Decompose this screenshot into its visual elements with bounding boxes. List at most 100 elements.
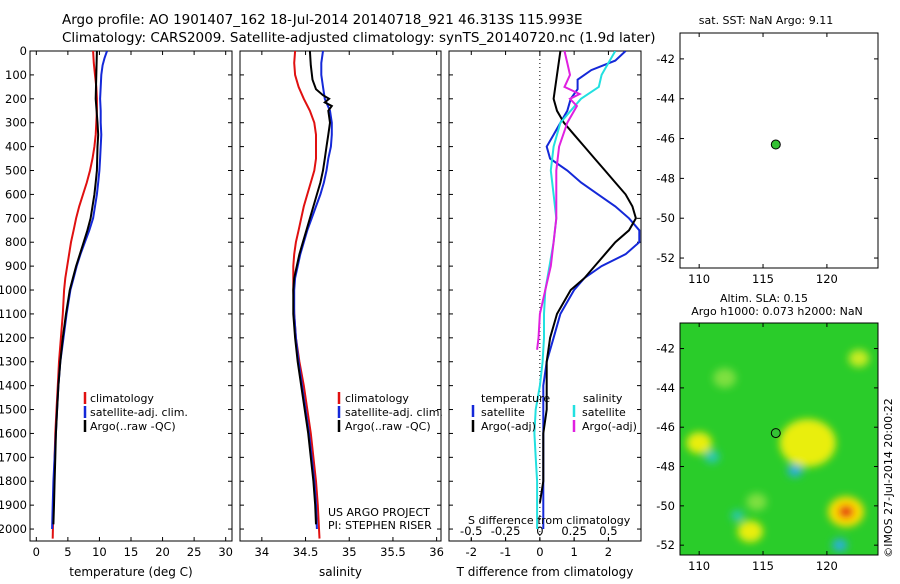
- sla-anomaly: [832, 538, 848, 552]
- plot-frame: [448, 50, 642, 542]
- map-y-tick-label: -44: [656, 381, 675, 395]
- x-tick-label: 20: [155, 545, 170, 559]
- x-tick-label: 1: [570, 545, 577, 559]
- map-frame: [679, 322, 879, 556]
- y-tick-label: 500: [5, 164, 27, 178]
- argo-position-marker: [770, 139, 781, 150]
- legend-label-s-argo: Argo(-adj): [582, 420, 637, 433]
- map-x-tick-label: 120: [816, 559, 838, 573]
- series-line-climatology: [292, 51, 321, 539]
- x-axis-label: T difference from climatology: [456, 565, 634, 579]
- x2-tick-label: -0.25: [491, 524, 521, 538]
- y-tick-label: 2000: [0, 522, 27, 536]
- map2-title-line2: Argo h1000: 0.073 h2000: NaN: [691, 305, 863, 318]
- x2-tick-label: 0.5: [599, 524, 617, 538]
- x-tick-label: 35.5: [380, 545, 406, 559]
- y-tick-label: 1400: [0, 379, 27, 393]
- x-tick-label: 35: [342, 545, 357, 559]
- map-y-tick-label: -52: [656, 251, 675, 265]
- x-tick-label: 10: [92, 545, 107, 559]
- sla-map-panel: 110 115 120 -42 -44 -46 -48 -50 -52: [656, 322, 879, 573]
- y-tick-label: 1600: [0, 426, 27, 440]
- x-tick-label: 0: [33, 545, 40, 559]
- x-tick-label: 0: [536, 545, 543, 559]
- map-background: [680, 33, 878, 268]
- plot-frame: [239, 50, 442, 542]
- sla-anomaly: [686, 432, 712, 454]
- y-tick-label: 900: [5, 259, 27, 273]
- map-y-tick-label: -46: [656, 420, 675, 434]
- sla-anomaly: [746, 493, 767, 511]
- map-y-tick-label: -50: [656, 211, 675, 225]
- x-tick-label: -2: [466, 545, 477, 559]
- temperature-panel: 0 5 10 15 20 25 300100200300400500600700800900…: [0, 44, 233, 579]
- header-line2: Climatology: CARS2009. Satellite-adjuste…: [62, 30, 655, 46]
- argo-position-marker: [770, 428, 781, 439]
- legend-label-climatology: climatology: [90, 392, 154, 405]
- series-line-temperature-satellite: [542, 51, 641, 529]
- x-tick-label: 34.5: [293, 545, 319, 559]
- legend-label-t-argo: Argo(-adj): [481, 420, 536, 433]
- y-tick-label: 1200: [0, 331, 27, 345]
- y-tick-label: 400: [5, 140, 27, 154]
- map-y-tick-label: -44: [656, 92, 675, 106]
- y-tick-label: 1900: [0, 498, 27, 512]
- sla-anomaly: [787, 463, 803, 477]
- legend-title-salinity: salinity: [583, 392, 623, 405]
- y-tick-label: 600: [5, 187, 27, 201]
- sla-anomaly-core: [838, 504, 855, 519]
- series-line-argo-raw-qc-: [52, 51, 100, 525]
- y-tick-label: 1300: [0, 355, 27, 369]
- difference-panel: -2 -1 0 1 2 T difference from climatology -0.5…: [448, 50, 642, 579]
- y-tick-label: 200: [5, 92, 27, 106]
- sla-field: [686, 349, 870, 552]
- legend-label-climatology: climatology: [345, 392, 409, 405]
- y-tick-label: 1100: [0, 307, 27, 321]
- sla-anomaly: [731, 510, 744, 522]
- pi-label: PI: STEPHEN RISER: [328, 519, 432, 532]
- map-x-tick-label: 115: [752, 272, 774, 286]
- x-tick-label: 25: [187, 545, 202, 559]
- legend-title-temperature: temperature: [481, 392, 550, 405]
- sst-map-panel: 110 115 120 -42 -44 -46 -48 -50 -52: [656, 32, 879, 286]
- sla-anomaly: [779, 419, 836, 467]
- s-diff-axis-label: S difference from climatology: [468, 514, 631, 527]
- y-tick-label: 0: [20, 44, 27, 58]
- map-y-tick-label: -48: [656, 460, 675, 474]
- project-label: US ARGO PROJECT: [328, 506, 430, 519]
- legend-label-t-satellite: satellite: [481, 406, 525, 419]
- y-tick-label: 1800: [0, 474, 27, 488]
- legend-label-satellite: satellite-adj. clim.: [90, 406, 188, 419]
- map-y-tick-label: -52: [656, 538, 675, 552]
- map-x-tick-label: 115: [752, 559, 774, 573]
- x-tick-label: 36: [429, 545, 444, 559]
- map-y-tick-label: -50: [656, 499, 675, 513]
- legend-label-argo: Argo(..raw -QC): [90, 420, 176, 433]
- sla-anomaly: [848, 349, 870, 368]
- map-frame: [679, 32, 879, 269]
- legend-label-s-satellite: satellite: [582, 406, 626, 419]
- y-tick-label: 300: [5, 116, 27, 130]
- y-tick-label: 100: [5, 68, 27, 82]
- x-axis-label: temperature (deg C): [69, 565, 192, 579]
- sla-anomaly: [737, 520, 764, 543]
- series-line-climatology: [51, 51, 98, 539]
- x-tick-label: 5: [64, 545, 71, 559]
- legend-label-argo: Argo(..raw -QC): [345, 420, 431, 433]
- sla-anomaly: [704, 450, 720, 464]
- y-tick-label: 800: [5, 235, 27, 249]
- salinity-legend: climatology satellite-adj. clim. Argo(..…: [337, 392, 443, 433]
- y-tick-label: 1500: [0, 403, 27, 417]
- x-tick-label: 15: [124, 545, 139, 559]
- imos-timestamp: ©IMOS 27-Jul-2014 20:00:22: [882, 398, 895, 558]
- map-x-tick-label: 120: [816, 272, 838, 286]
- x-tick-label: 30: [218, 545, 233, 559]
- y-tick-label: 1000: [0, 283, 27, 297]
- x-tick-label: 34: [255, 545, 270, 559]
- map-x-tick-label: 110: [688, 272, 710, 286]
- map1-title: sat. SST: NaN Argo: 9.11: [699, 14, 833, 27]
- x-axis-label: salinity: [319, 565, 362, 579]
- series-line-temperature-argo-adj-: [538, 51, 637, 503]
- series-line-argo-raw-qc-: [292, 51, 334, 525]
- map-x-tick-label: 110: [688, 559, 710, 573]
